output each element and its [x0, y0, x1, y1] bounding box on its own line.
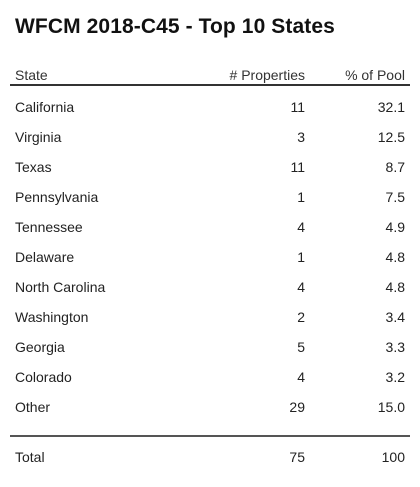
- row-pool: 4.8: [385, 249, 405, 265]
- row-state: Delaware: [15, 249, 75, 265]
- row-properties: 5: [297, 339, 305, 355]
- row-properties: 1: [297, 249, 305, 265]
- table-row: Washington 2 3.4: [10, 302, 410, 332]
- table-row: Pennsylvania 1 7.5: [10, 182, 410, 212]
- header-pool: % of Pool: [345, 67, 405, 83]
- row-properties: 3: [297, 129, 305, 145]
- row-properties: 11: [290, 159, 305, 175]
- row-pool: 3.2: [385, 369, 405, 385]
- row-pool: 32.1: [377, 99, 405, 115]
- row-state: Colorado: [15, 369, 72, 385]
- row-state: North Carolina: [15, 279, 106, 295]
- table-row: Texas 11 8.7: [10, 152, 410, 182]
- row-properties: 4: [297, 369, 305, 385]
- row-properties: 11: [290, 99, 305, 115]
- table-row: California 11 32.1: [10, 92, 410, 122]
- row-pool: 4.8: [385, 279, 405, 295]
- row-pool: 7.5: [385, 189, 405, 205]
- table-row: Other 29 15.0: [10, 392, 410, 422]
- total-pool: 100: [381, 449, 405, 465]
- row-pool: 4.9: [385, 219, 405, 235]
- table-row: North Carolina 4 4.8: [10, 272, 410, 302]
- row-properties: 29: [289, 399, 305, 415]
- page-title: WFCM 2018-C45 - Top 10 States: [15, 15, 335, 38]
- row-state: Other: [15, 399, 51, 415]
- row-state: California: [15, 99, 75, 115]
- row-state: Virginia: [15, 129, 62, 145]
- row-properties: 2: [297, 309, 305, 325]
- header-state: State: [15, 67, 48, 83]
- table-row: Tennessee 4 4.9: [10, 212, 410, 242]
- row-pool: 3.4: [385, 309, 405, 325]
- row-properties: 4: [297, 219, 305, 235]
- table-body: California 11 32.1 Virginia 3 12.5 Texas…: [10, 86, 410, 422]
- row-properties: 1: [297, 189, 305, 205]
- row-pool: 15.0: [377, 399, 405, 415]
- total-row: Total 75 100: [10, 435, 410, 467]
- total-state: Total: [15, 449, 45, 465]
- table-row: Colorado 4 3.2: [10, 362, 410, 392]
- table-spacer: [10, 422, 410, 435]
- row-properties: 4: [297, 279, 305, 295]
- row-state: Georgia: [15, 339, 65, 355]
- total-properties: 75: [289, 449, 305, 465]
- row-pool: 3.3: [385, 339, 405, 355]
- table-row: Georgia 5 3.3: [10, 332, 410, 362]
- table-row: Delaware 1 4.8: [10, 242, 410, 272]
- row-state: Texas: [15, 159, 52, 175]
- row-state: Tennessee: [15, 219, 83, 235]
- states-table: State # Properties % of Pool California …: [10, 62, 410, 467]
- table-header: State # Properties % of Pool: [10, 62, 410, 86]
- row-pool: 8.7: [385, 159, 405, 175]
- table-row: Virginia 3 12.5: [10, 122, 410, 152]
- header-properties: # Properties: [229, 67, 305, 83]
- row-state: Washington: [15, 309, 89, 325]
- row-pool: 12.5: [377, 129, 405, 145]
- row-state: Pennsylvania: [15, 189, 99, 205]
